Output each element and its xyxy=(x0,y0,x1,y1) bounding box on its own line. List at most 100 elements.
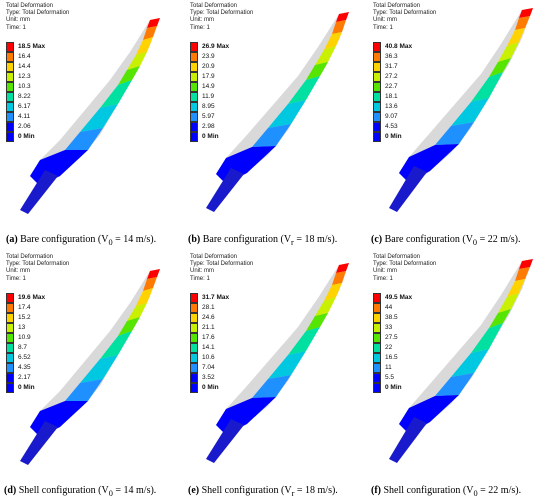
header-time: Time: 1 xyxy=(6,275,26,282)
legend-label-max: 19.6 Max xyxy=(18,294,46,301)
color-legend: 19.6 Max 17.4 15.2 13 10.9 8.7 6.52 4.35… xyxy=(6,293,66,393)
legend-label: 8.22 xyxy=(18,93,31,100)
legend-swatch xyxy=(6,72,14,82)
legend-label-min: 0 Min xyxy=(202,133,219,140)
legend-swatch xyxy=(190,132,198,142)
legend-swatch xyxy=(373,353,381,363)
legend-label: 38.5 xyxy=(385,314,398,321)
legend-label: 23.9 xyxy=(202,53,215,60)
legend-swatch xyxy=(373,62,381,72)
legend-label: 11 xyxy=(385,364,392,371)
legend-swatch xyxy=(6,102,14,112)
legend-label: 27.5 xyxy=(385,334,398,341)
legend-swatch xyxy=(6,373,14,383)
legend-swatch xyxy=(6,132,14,142)
legend-label: 9.07 xyxy=(385,113,398,120)
header-time: Time: 1 xyxy=(373,24,393,31)
legend-swatch xyxy=(373,323,381,333)
legend-swatch xyxy=(190,373,198,383)
header-title: Total Deformation xyxy=(6,254,54,260)
legend-swatch xyxy=(373,52,381,62)
panel-e: Total Deformation Type: Total Deformatio… xyxy=(184,251,367,501)
legend-swatch xyxy=(373,343,381,353)
legend-swatch xyxy=(373,132,381,142)
legend-swatch xyxy=(6,353,14,363)
legend-swatch xyxy=(6,92,14,102)
legend-swatch xyxy=(190,303,198,313)
legend-swatch xyxy=(373,363,381,373)
legend-label: 4.11 xyxy=(18,113,31,120)
legend-swatch xyxy=(190,383,198,393)
header-title: Total Deformation xyxy=(373,254,421,260)
header-title: Total Deformation xyxy=(190,254,238,260)
figure-caption: (c) Bare configuration (V0 = 22 m/s). xyxy=(371,234,521,247)
legend-label-max: 40.8 Max xyxy=(385,43,413,50)
legend-swatch xyxy=(190,333,198,343)
legend-label: 8.7 xyxy=(18,344,28,351)
legend-label: 12.3 xyxy=(18,73,31,80)
header-title: Total Deformation xyxy=(190,3,238,9)
legend-label: 20.9 xyxy=(202,63,215,70)
blade-contour-plot xyxy=(389,259,533,463)
blade-shape xyxy=(20,18,160,214)
legend-label: 16.4 xyxy=(18,53,31,60)
legend-swatch xyxy=(6,122,14,132)
legend-swatch xyxy=(190,62,198,72)
legend-label-max: 26.9 Max xyxy=(202,43,230,50)
legend-swatch xyxy=(190,363,198,373)
legend-label-min: 0 Min xyxy=(385,133,402,140)
header-type: Type: Total Deformation xyxy=(6,261,70,268)
legend-swatch xyxy=(190,293,198,303)
panel-header: Total Deformation Type: Total Deformatio… xyxy=(373,3,436,32)
legend-label: 22.7 xyxy=(385,83,398,90)
legend-label: 3.52 xyxy=(202,374,215,381)
legend-swatch xyxy=(6,303,14,313)
panel-c: Total Deformation Type: Total Deformatio… xyxy=(367,0,550,250)
header-unit: Unit: mm xyxy=(373,268,397,275)
legend-label: 13.6 xyxy=(385,103,398,110)
blade-shape xyxy=(206,12,349,212)
legend-swatch xyxy=(6,313,14,323)
legend-swatch xyxy=(373,102,381,112)
legend-label: 16.5 xyxy=(385,354,398,361)
blade-contour-plot xyxy=(389,8,533,212)
legend-label-max: 18.5 Max xyxy=(18,43,46,50)
color-legend: 18.5 Max 16.4 14.4 12.3 10.3 8.22 6.17 4… xyxy=(6,42,66,142)
legend-swatch xyxy=(373,82,381,92)
color-legend: 40.8 Max 36.3 31.7 27.2 22.7 18.1 13.6 9… xyxy=(373,42,433,142)
legend-swatch xyxy=(6,52,14,62)
legend-label: 2.17 xyxy=(18,374,31,381)
legend-label: 27.2 xyxy=(385,73,398,80)
legend-label: 4.35 xyxy=(18,364,31,371)
blade-contour-plot xyxy=(206,12,349,212)
legend-swatch xyxy=(6,293,14,303)
legend-swatch xyxy=(190,353,198,363)
header-title: Total Deformation xyxy=(6,3,54,9)
legend-swatch xyxy=(373,293,381,303)
legend-label: 17.4 xyxy=(18,304,31,311)
legend-label: 2.06 xyxy=(18,123,31,130)
legend-label: 4.53 xyxy=(385,123,398,130)
header-time: Time: 1 xyxy=(190,275,210,282)
header-type: Type: Total Deformation xyxy=(373,261,437,268)
panel-a: Total Deformation Type: Total Deformatio… xyxy=(0,0,183,250)
legend-label: 8.95 xyxy=(202,103,215,110)
legend-swatch xyxy=(190,112,198,122)
legend-label: 18.1 xyxy=(385,93,398,100)
figure-caption: (e) Shell configuration (Vr = 18 m/s). xyxy=(188,485,338,498)
legend-label: 28.1 xyxy=(202,304,215,311)
blade-shape xyxy=(389,8,533,212)
legend-label: 14.9 xyxy=(202,83,215,90)
legend-label: 22 xyxy=(385,344,393,351)
legend-swatch xyxy=(373,313,381,323)
legend-swatch xyxy=(373,333,381,343)
legend-label: 31.7 xyxy=(385,63,398,70)
legend-label-max: 31.7 Max xyxy=(202,294,230,301)
legend-label: 14.1 xyxy=(202,344,215,351)
header-unit: Unit: mm xyxy=(190,268,214,275)
figure-caption: (f) Shell configuration (V0 = 22 m/s). xyxy=(371,485,522,498)
legend-swatch xyxy=(190,72,198,82)
legend-label: 10.9 xyxy=(18,334,31,341)
legend-label: 24.6 xyxy=(202,314,215,321)
legend-label: 33 xyxy=(385,324,393,331)
